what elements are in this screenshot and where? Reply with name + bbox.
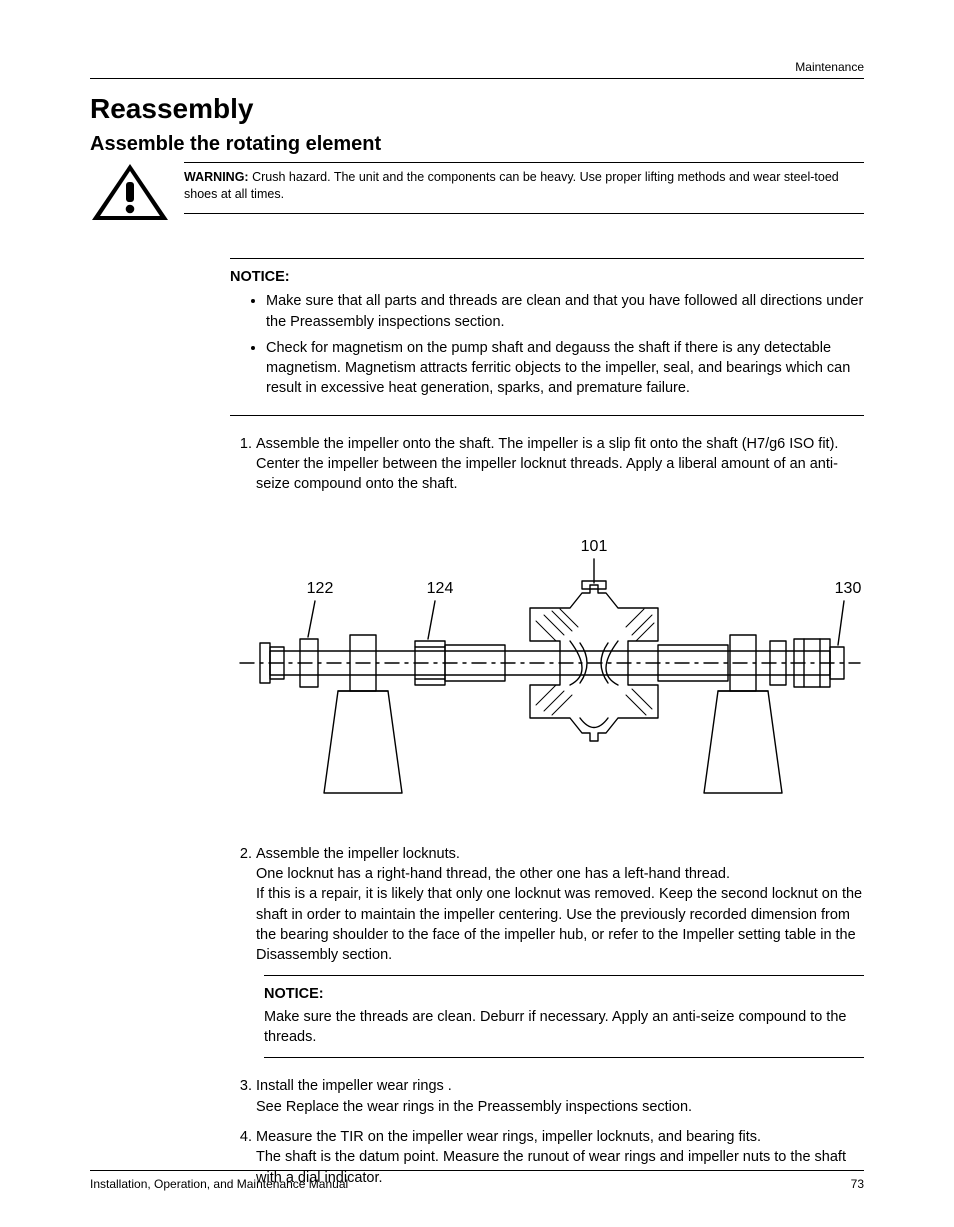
header-rule xyxy=(90,78,864,79)
figure-label-124: 124 xyxy=(427,580,454,597)
notice-block-2: NOTICE: Make sure the threads are clean.… xyxy=(264,975,864,1058)
figure-label-101: 101 xyxy=(581,538,608,555)
footer: Installation, Operation, and Maintenance… xyxy=(90,1170,864,1191)
page-subtitle: Assemble the rotating element xyxy=(90,133,864,156)
page: Maintenance Reassembly Assemble the rota… xyxy=(0,0,954,1227)
step-2-line2: If this is a repair, it is likely that o… xyxy=(256,886,862,963)
step-2: Assemble the impeller locknuts. One lock… xyxy=(256,844,864,966)
step-3-title: Install the impeller wear rings . xyxy=(256,1078,452,1094)
step-4-title: Measure the TIR on the impeller wear rin… xyxy=(256,1129,761,1145)
assembly-figure: 101 122 124 130 xyxy=(230,523,864,808)
notice-label-1: NOTICE: xyxy=(230,267,864,287)
step-3-line1: See Replace the wear rings in the Preass… xyxy=(256,1099,692,1115)
step-1: Assemble the impeller onto the shaft. Th… xyxy=(256,434,864,495)
warning-body: Crush hazard. The unit and the component… xyxy=(184,170,839,201)
figure-label-130: 130 xyxy=(835,580,862,597)
footer-left: Installation, Operation, and Maintenance… xyxy=(90,1177,348,1191)
steps-list-continued: Assemble the impeller locknuts. One lock… xyxy=(230,844,864,966)
warning-label: WARNING: xyxy=(184,170,249,184)
notice-label-2: NOTICE: xyxy=(264,984,864,1004)
page-title: Reassembly xyxy=(90,93,864,125)
warning-text: WARNING: Crush hazard. The unit and the … xyxy=(184,162,864,214)
header-section-label: Maintenance xyxy=(90,60,864,74)
content-column: NOTICE: Make sure that all parts and thr… xyxy=(230,258,864,1188)
notice-bullet-1: Make sure that all parts and threads are… xyxy=(266,291,864,332)
notice-bullet-2: Check for magnetism on the pump shaft an… xyxy=(266,338,864,399)
step-1-text: Assemble the impeller onto the shaft. Th… xyxy=(256,436,838,493)
step-2-line1: One locknut has a right-hand thread, the… xyxy=(256,866,730,882)
notice-body-2: Make sure the threads are clean. Deburr … xyxy=(264,1009,846,1045)
step-2-title: Assemble the impeller locknuts. xyxy=(256,846,460,862)
warning-icon xyxy=(90,162,170,222)
notice-block-1: NOTICE: Make sure that all parts and thr… xyxy=(230,258,864,416)
warning-block: WARNING: Crush hazard. The unit and the … xyxy=(90,162,864,222)
notice-bullets: Make sure that all parts and threads are… xyxy=(230,291,864,398)
footer-page-number: 73 xyxy=(851,1177,864,1191)
steps-list: Assemble the impeller onto the shaft. Th… xyxy=(230,434,864,495)
step-3: Install the impeller wear rings . See Re… xyxy=(256,1076,864,1117)
figure-label-122: 122 xyxy=(307,580,334,597)
